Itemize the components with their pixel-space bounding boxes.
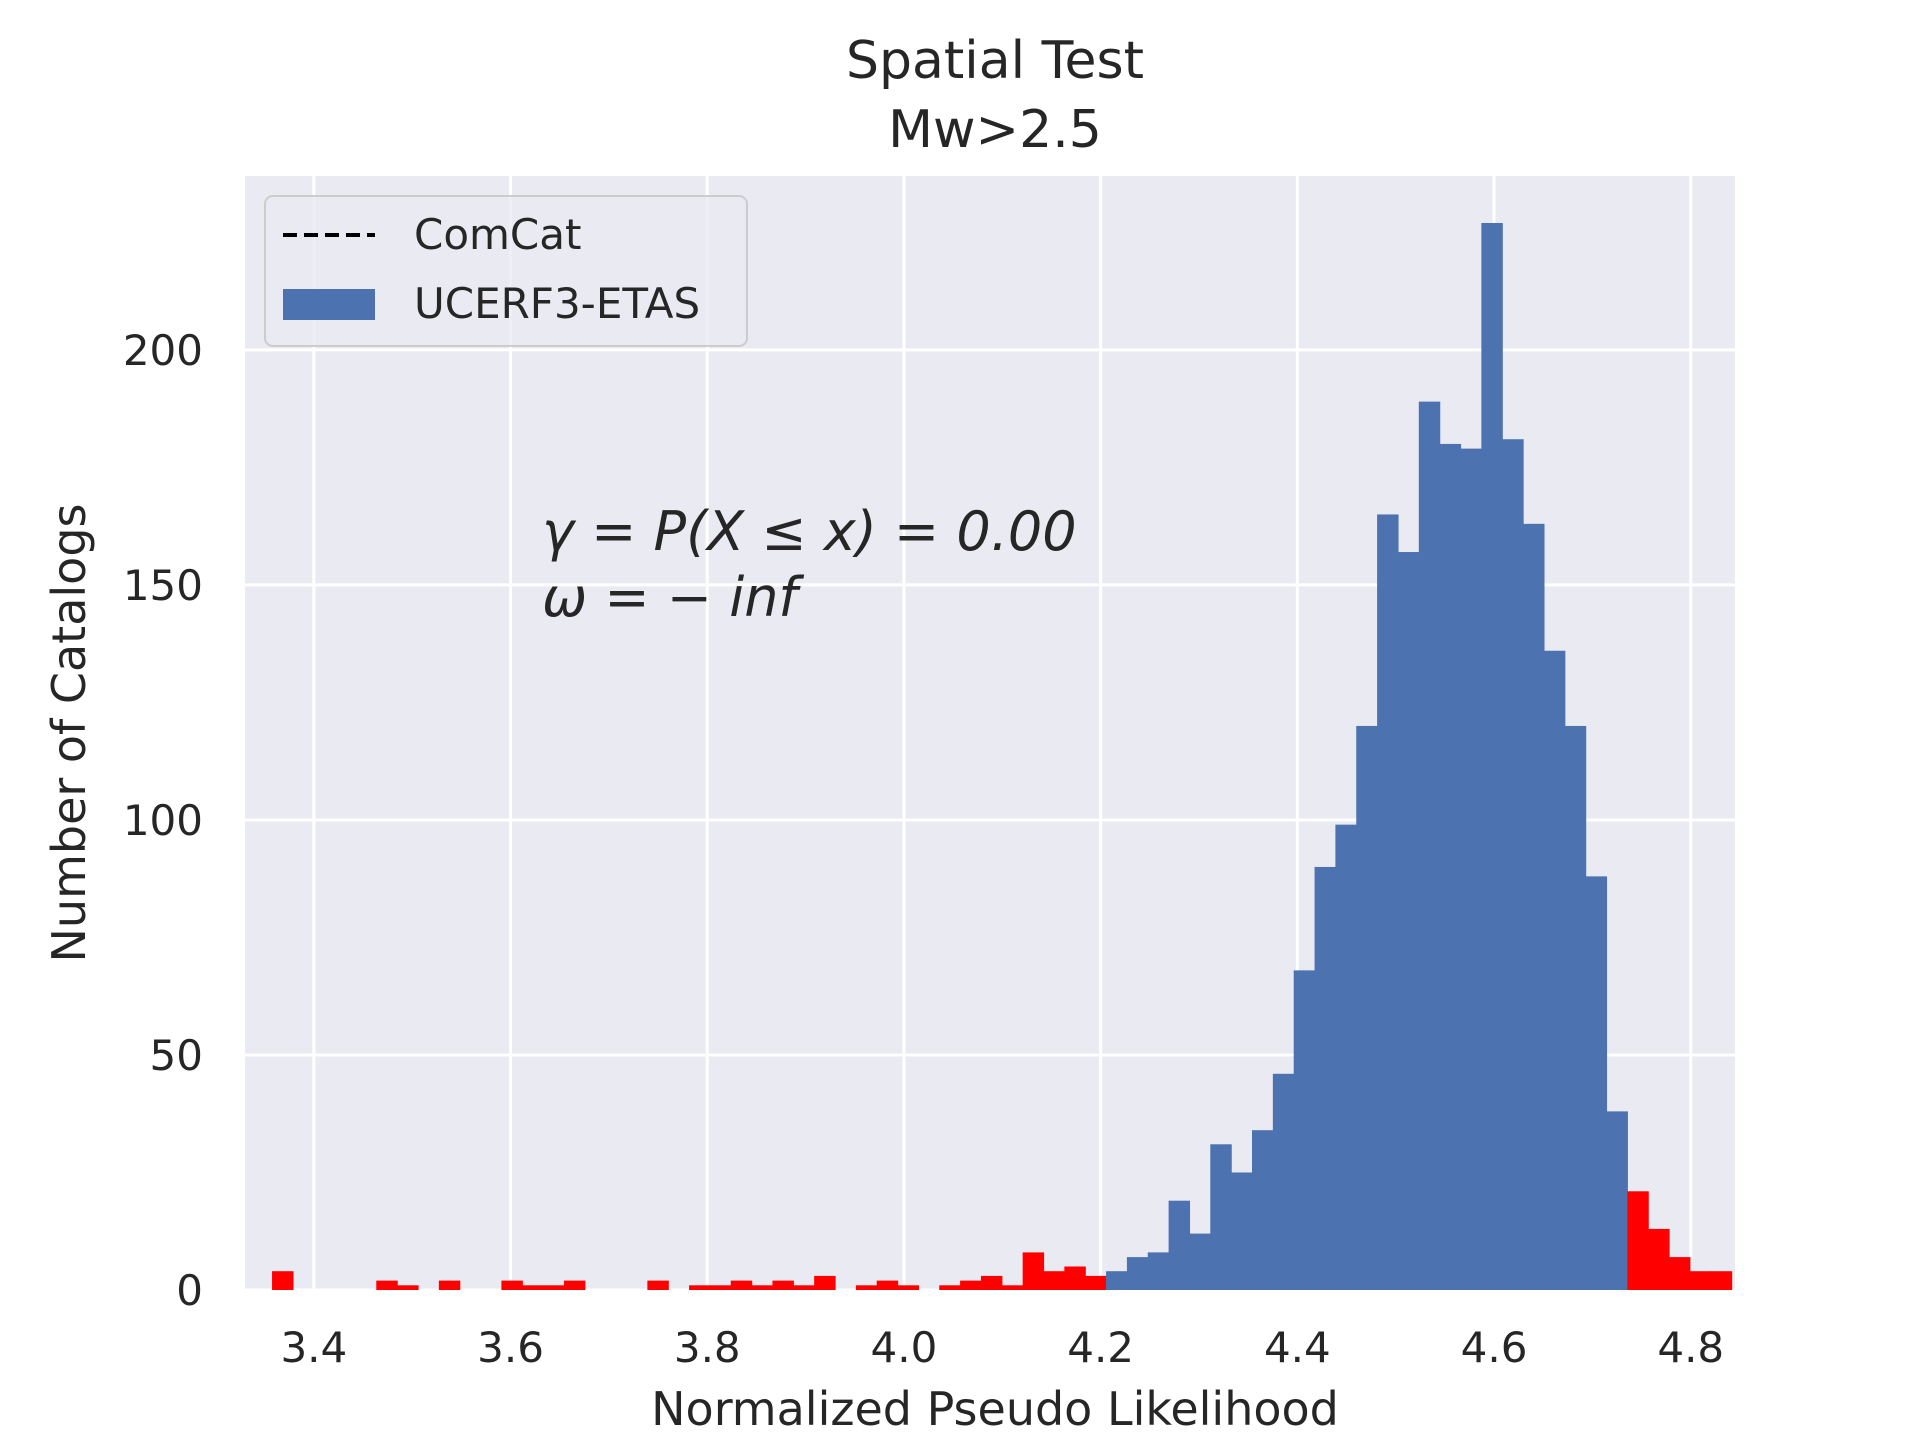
histogram-bar [1147, 1252, 1170, 1290]
histogram-bar [1106, 1271, 1128, 1290]
histogram-bar [1293, 970, 1316, 1290]
x-tick-label: 4.4 [1264, 1323, 1331, 1372]
y-tick-label: 150 [123, 561, 203, 610]
histogram-bar [1001, 1285, 1024, 1290]
histogram-bar [272, 1271, 294, 1290]
y-axis-label: Number of Catalogs [42, 504, 96, 963]
x-axis-label: Normalized Pseudo Likelihood [651, 1382, 1339, 1436]
histogram-bar [397, 1285, 419, 1290]
legend: ComCat UCERF3-ETAS [264, 195, 748, 347]
x-tick-label: 3.8 [674, 1323, 741, 1372]
ucerf3-etas-legend-patch [283, 289, 375, 320]
histogram-bar [1168, 1200, 1191, 1290]
x-axis-ticks: 3.4 3.6 3.8 4.0 4.2 4.4 4.6 4.8 [280, 1323, 1724, 1372]
histogram-bar [501, 1280, 523, 1290]
histogram-bar [1502, 439, 1524, 1290]
histogram-bar [1648, 1228, 1670, 1290]
histogram-bar [751, 1285, 774, 1290]
histogram-bar [563, 1280, 586, 1290]
histogram-bar [709, 1285, 732, 1290]
histogram-bar [772, 1280, 794, 1290]
histogram-bar [1669, 1257, 1691, 1290]
histogram-bar [376, 1280, 398, 1290]
x-tick-label: 4.8 [1657, 1323, 1724, 1372]
omega-annotation: ω = − inf [542, 566, 804, 629]
x-tick-label: 4.2 [1067, 1323, 1134, 1372]
histogram-bar [939, 1285, 961, 1290]
histogram-bar [1252, 1130, 1274, 1290]
histogram-bar [980, 1275, 1003, 1290]
histogram-bar [1606, 1111, 1628, 1290]
y-tick-label: 100 [123, 796, 203, 845]
histogram-bar [1564, 725, 1587, 1290]
histogram-bar [1377, 514, 1399, 1290]
histogram-bar [1064, 1266, 1086, 1290]
histogram-bar [876, 1280, 899, 1290]
histogram-bar [522, 1285, 544, 1290]
histogram-bar [689, 1285, 711, 1290]
histogram-bar [960, 1280, 982, 1290]
histogram-bar [897, 1285, 920, 1290]
ucerf3-etas-legend-label: UCERF3-ETAS [414, 279, 700, 328]
y-axis-ticks: 0 50 100 150 200 [123, 326, 203, 1315]
histogram-bar [1543, 650, 1566, 1290]
histogram-bar [730, 1280, 753, 1290]
histogram-bar [1523, 523, 1545, 1290]
y-tick-label: 0 [176, 1266, 203, 1315]
histogram-bar [1314, 866, 1337, 1290]
x-tick-label: 3.4 [280, 1323, 347, 1372]
histogram-bar [1189, 1233, 1211, 1290]
histogram-bar [1397, 552, 1420, 1290]
comcat-legend-label: ComCat [414, 210, 581, 259]
x-tick-label: 3.6 [477, 1323, 544, 1372]
histogram-bar [1460, 448, 1482, 1290]
x-tick-label: 4.6 [1461, 1323, 1528, 1372]
histogram-bar [855, 1285, 878, 1290]
histogram-bar [1689, 1271, 1712, 1290]
histogram-bar [1439, 443, 1462, 1290]
histogram-bar [1085, 1275, 1107, 1290]
histogram-bar [1481, 223, 1503, 1290]
histogram-bar [1627, 1191, 1649, 1290]
histogram-bar [1356, 725, 1378, 1290]
histogram-bar [1585, 876, 1608, 1290]
histogram-bar [438, 1280, 461, 1290]
histogram-bar [1335, 824, 1357, 1290]
histogram-bar [814, 1275, 836, 1290]
histogram-bar [1022, 1252, 1045, 1290]
histogram-bar [647, 1280, 669, 1290]
histogram-bar [1418, 401, 1441, 1290]
histogram-bar [1710, 1271, 1733, 1290]
histogram-bar [1231, 1172, 1253, 1290]
gamma-annotation: γ = P(X ≤ x) = 0.00 [542, 500, 1077, 563]
histogram-bar [1043, 1271, 1065, 1290]
chart-title: Spatial Test [846, 31, 1144, 91]
y-tick-label: 50 [150, 1031, 203, 1080]
histogram-bar [1272, 1073, 1295, 1290]
x-tick-label: 4.0 [871, 1323, 938, 1372]
legend-box [264, 195, 748, 347]
chart-subtitle: Mw>2.5 [888, 100, 1102, 160]
histogram-bars [272, 223, 1733, 1290]
histogram-bar [543, 1285, 565, 1290]
histogram-bar [1126, 1257, 1149, 1290]
y-tick-label: 200 [123, 326, 203, 375]
histogram-bar [793, 1285, 815, 1290]
histogram-bar [1210, 1144, 1232, 1290]
